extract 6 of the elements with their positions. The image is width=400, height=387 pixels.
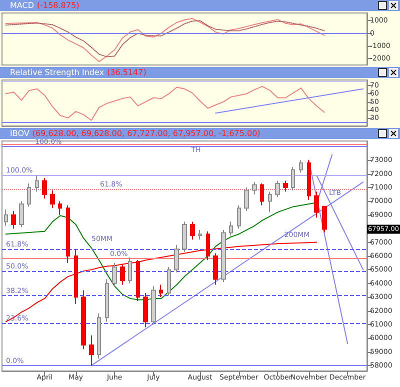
chart-subtitle: (36.5147) [106, 68, 146, 77]
chart-title: IBOV [10, 129, 30, 138]
chart-subtitle: (69,628.00, 69,628.00, 67,727.00, 67,957.00, -1,675.00) [32, 129, 260, 138]
chart-subtitle: (-158.875) [36, 1, 80, 10]
chart-title: MACD [10, 1, 34, 10]
chart-title: Relative Strength Index [10, 68, 104, 77]
